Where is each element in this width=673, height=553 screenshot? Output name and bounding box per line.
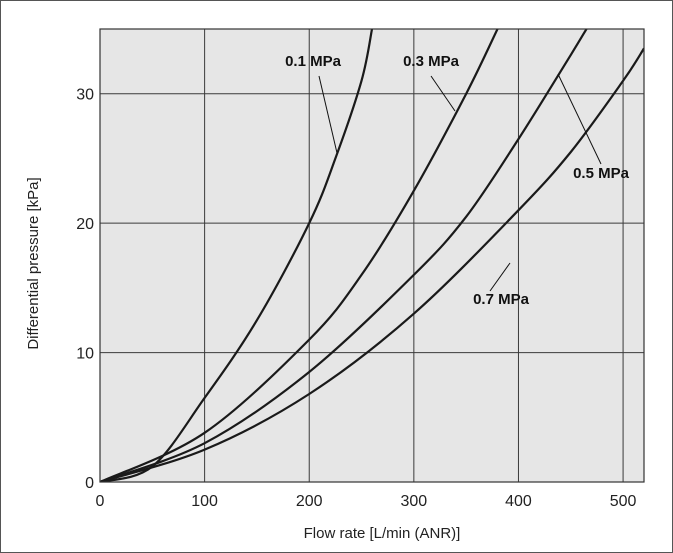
- series-line: [100, 29, 588, 482]
- y-tick-label: 0: [85, 475, 94, 492]
- x-tick-label: 500: [610, 493, 637, 510]
- leader-line: [318, 75, 338, 154]
- series-line: [100, 29, 499, 482]
- series-labels: 0.1 MPa 0.3 MPa 0.5 MPa 0.7 MPa: [285, 53, 630, 308]
- x-tick-label: 400: [505, 493, 532, 510]
- series-line: [100, 47, 644, 482]
- y-tick-labels: 0 10 20 30: [76, 87, 94, 492]
- x-tick-labels: 0 100 200 300 400 500: [96, 493, 637, 510]
- y-tick-label: 20: [76, 216, 94, 233]
- y-tick-label: 10: [76, 346, 94, 363]
- x-tick-label: 0: [96, 493, 105, 510]
- series-label: 0.3 MPa: [403, 53, 460, 70]
- series-label: 0.7 MPa: [473, 291, 530, 308]
- label-leader-lines: [318, 73, 602, 292]
- x-axis-title: Flow rate [L/min (ANR)]: [304, 525, 461, 542]
- x-tick-label: 300: [400, 493, 427, 510]
- y-axis-title: Differential pressure [kPa]: [25, 177, 42, 349]
- leader-line: [489, 262, 511, 292]
- plot-background: [100, 29, 644, 482]
- x-tick-label: 200: [296, 493, 323, 510]
- series-lines: [100, 29, 644, 482]
- x-tick-label: 100: [191, 493, 218, 510]
- series-label: 0.5 MPa: [573, 165, 630, 182]
- series-label: 0.1 MPa: [285, 53, 342, 70]
- leader-line: [557, 73, 602, 165]
- leader-line: [430, 75, 456, 112]
- plot-border: [99, 28, 645, 483]
- y-tick-label: 30: [76, 87, 94, 104]
